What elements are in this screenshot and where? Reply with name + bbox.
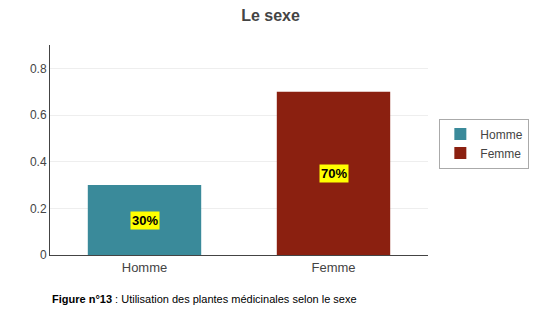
svg-text:70%: 70% bbox=[321, 166, 347, 181]
svg-text:0.6: 0.6 bbox=[30, 108, 47, 122]
svg-text:Figure n°13 : Utilisation des: Figure n°13 : Utilisation des plantes mé… bbox=[52, 293, 357, 305]
svg-text:30%: 30% bbox=[132, 213, 158, 228]
svg-text:0.4: 0.4 bbox=[30, 155, 47, 169]
svg-text:0: 0 bbox=[40, 248, 47, 262]
svg-text:0.2: 0.2 bbox=[30, 202, 47, 216]
svg-text:0.8: 0.8 bbox=[30, 62, 47, 76]
svg-text:Femme: Femme bbox=[311, 260, 355, 275]
svg-text:Homme: Homme bbox=[122, 260, 168, 275]
svg-text:Homme: Homme bbox=[480, 128, 522, 142]
svg-text:Le sexe: Le sexe bbox=[241, 7, 300, 24]
svg-text:Femme: Femme bbox=[480, 147, 521, 161]
